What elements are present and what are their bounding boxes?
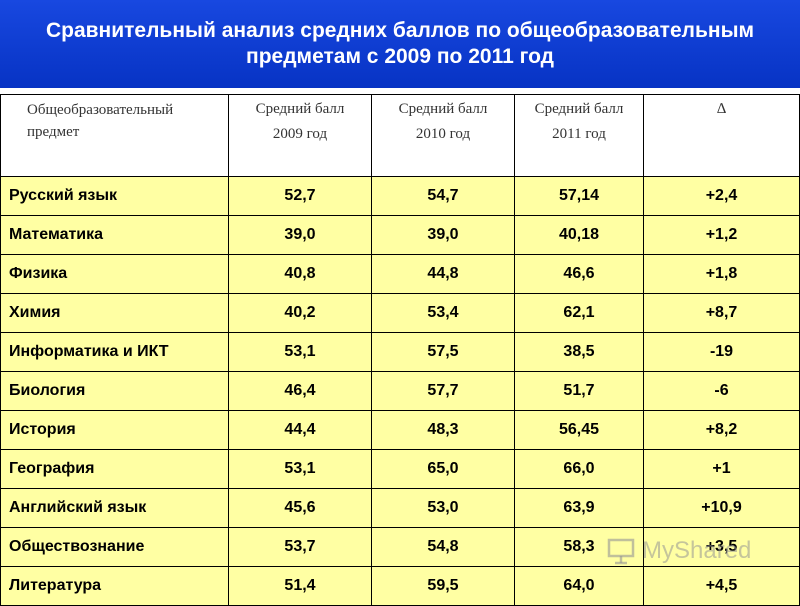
- table-row: Информатика и ИКТ 53,1 57,5 38,5 -19: [0, 332, 800, 372]
- cell-y2011: 64,0: [514, 566, 644, 606]
- header-subject: Общеобразовательный предмет: [0, 94, 229, 177]
- cell-y2010: 65,0: [371, 449, 515, 489]
- table-row: Обществознание 53,7 54,8 58,3 +3,5: [0, 527, 800, 567]
- cell-delta: +1,8: [643, 254, 800, 294]
- cell-subject: Литература: [0, 566, 229, 606]
- header-2010-line1: Средний балл: [398, 101, 488, 117]
- table-row: Математика 39,0 39,0 40,18 +1,2: [0, 215, 800, 255]
- cell-y2010: 54,7: [371, 176, 515, 216]
- cell-y2011: 40,18: [514, 215, 644, 255]
- cell-subject: Физика: [0, 254, 229, 294]
- page-title: Сравнительный анализ средних баллов по о…: [45, 19, 755, 68]
- cell-y2009: 45,6: [228, 488, 372, 528]
- cell-y2010: 44,8: [371, 254, 515, 294]
- cell-y2011: 51,7: [514, 371, 644, 411]
- cell-y2011: 63,9: [514, 488, 644, 528]
- cell-delta: -6: [643, 371, 800, 411]
- cell-y2010: 54,8: [371, 527, 515, 567]
- cell-y2011: 58,3: [514, 527, 644, 567]
- cell-y2009: 53,1: [228, 332, 372, 372]
- cell-delta: +8,7: [643, 293, 800, 333]
- header-2009-line2: 2009 год: [272, 126, 328, 142]
- table-row: Английский язык 45,6 53,0 63,9 +10,9: [0, 488, 800, 528]
- table-row: Литература 51,4 59,5 64,0 +4,5: [0, 566, 800, 606]
- cell-delta: +8,2: [643, 410, 800, 450]
- cell-delta: +4,5: [643, 566, 800, 606]
- header-2009-line1: Средний балл: [255, 101, 345, 117]
- cell-subject: История: [0, 410, 229, 450]
- table-row: История 44,4 48,3 56,45 +8,2: [0, 410, 800, 450]
- cell-subject: Английский язык: [0, 488, 229, 528]
- table-row: Химия 40,2 53,4 62,1 +8,7: [0, 293, 800, 333]
- cell-y2011: 62,1: [514, 293, 644, 333]
- cell-subject: География: [0, 449, 229, 489]
- table-row: География 53,1 65,0 66,0 +1: [0, 449, 800, 489]
- cell-subject: Математика: [0, 215, 229, 255]
- cell-y2010: 57,7: [371, 371, 515, 411]
- cell-delta: -19: [643, 332, 800, 372]
- cell-y2009: 40,8: [228, 254, 372, 294]
- cell-subject: Биология: [0, 371, 229, 411]
- cell-y2009: 53,7: [228, 527, 372, 567]
- cell-y2009: 44,4: [228, 410, 372, 450]
- cell-delta: +3,5: [643, 527, 800, 567]
- header-2011-line2: 2011 год: [552, 126, 606, 142]
- cell-subject: Обществознание: [0, 527, 229, 567]
- table-row: Биология 46,4 57,7 51,7 -6: [0, 371, 800, 411]
- cell-subject: Информатика и ИКТ: [0, 332, 229, 372]
- header-delta: ∆: [643, 94, 800, 177]
- table-body: Русский язык 52,7 54,7 57,14 +2,4 Математика 3…: [0, 176, 800, 606]
- cell-subject: Русский язык: [0, 176, 229, 216]
- cell-y2009: 52,7: [228, 176, 372, 216]
- header-2011-line1: Средний балл: [534, 101, 624, 117]
- cell-y2010: 57,5: [371, 332, 515, 372]
- table-row: Физика 40,8 44,8 46,6 +1,8: [0, 254, 800, 294]
- cell-delta: +1,2: [643, 215, 800, 255]
- scores-table: Общеобразовательный предмет Средний балл…: [0, 94, 800, 606]
- cell-delta: +1: [643, 449, 800, 489]
- cell-y2011: 46,6: [514, 254, 644, 294]
- cell-subject: Химия: [0, 293, 229, 333]
- cell-y2011: 56,45: [514, 410, 644, 450]
- header-2010: Средний балл 2010 год: [371, 94, 515, 177]
- table-row: Русский язык 52,7 54,7 57,14 +2,4: [0, 176, 800, 216]
- header-row: Общеобразовательный предмет Средний балл…: [0, 94, 800, 177]
- cell-y2011: 38,5: [514, 332, 644, 372]
- cell-y2010: 39,0: [371, 215, 515, 255]
- header-delta-symbol: ∆: [716, 101, 727, 117]
- header-subject-line1: Общеобразовательный: [27, 102, 174, 118]
- cell-y2010: 48,3: [371, 410, 515, 450]
- cell-y2009: 39,0: [228, 215, 372, 255]
- cell-y2010: 53,4: [371, 293, 515, 333]
- cell-y2011: 57,14: [514, 176, 644, 216]
- header-2011: Средний балл 2011 год: [514, 94, 644, 177]
- cell-y2011: 66,0: [514, 449, 644, 489]
- header-2010-line2: 2010 год: [415, 126, 471, 142]
- cell-y2010: 53,0: [371, 488, 515, 528]
- cell-y2009: 40,2: [228, 293, 372, 333]
- cell-delta: +2,4: [643, 176, 800, 216]
- cell-y2009: 53,1: [228, 449, 372, 489]
- header-subject-line2: предмет: [27, 124, 80, 140]
- header-2009: Средний балл 2009 год: [228, 94, 372, 177]
- title-banner: Сравнительный анализ средних баллов по о…: [0, 0, 800, 88]
- cell-delta: +10,9: [643, 488, 800, 528]
- cell-y2009: 46,4: [228, 371, 372, 411]
